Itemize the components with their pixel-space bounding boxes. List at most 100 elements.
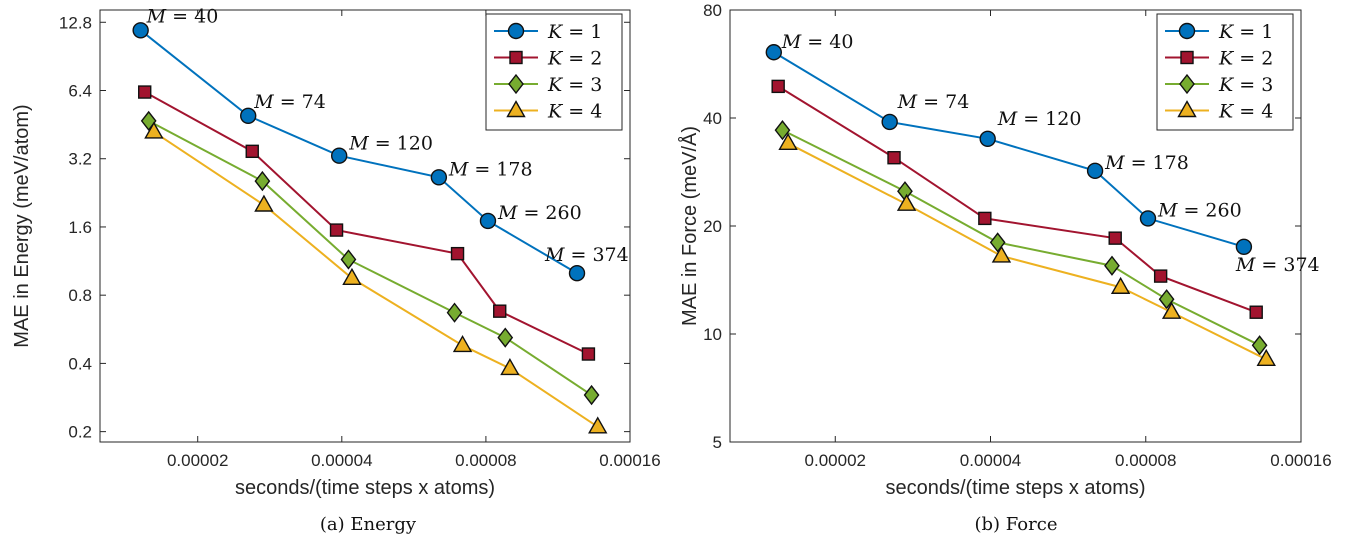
panel-caption: (b) Force xyxy=(975,514,1058,535)
y-axis-label: MAE in Force (meV/Å) xyxy=(678,126,701,326)
force-chart: 0.00002 0.00004 0.00008 0.00016 5 10 20 40 80 sec… xyxy=(678,1,1332,535)
annotation-label: M = 74 xyxy=(253,91,326,113)
data-point-k4 xyxy=(1110,276,1131,294)
data-point-k2 xyxy=(1249,305,1263,319)
series-line-3 xyxy=(782,129,1261,347)
data-point-k2 xyxy=(771,79,785,94)
data-point-k3 xyxy=(1104,255,1120,276)
data-point-k4 xyxy=(144,121,164,139)
data-point-k4 xyxy=(588,416,608,434)
data-point-k3 xyxy=(583,384,600,406)
data-point-k1 xyxy=(240,107,257,124)
legend-entry: K = 4 xyxy=(1218,101,1273,123)
data-point-k3 xyxy=(1251,335,1268,356)
data-point-k1 xyxy=(1086,162,1104,180)
y-tick-label: 0.8 xyxy=(68,286,92,305)
data-point-k3 xyxy=(446,302,463,323)
legend-entry: K = 1 xyxy=(1218,21,1273,43)
x-tick-label: 0.00004 xyxy=(311,451,372,470)
data-point-k3 xyxy=(497,327,514,348)
series-line-2 xyxy=(144,91,589,355)
y-tick-label: 0.2 xyxy=(68,423,92,442)
x-tick-label: 0.00002 xyxy=(167,451,228,470)
annotation-label: M = 260 xyxy=(1157,199,1242,221)
y-tick-label: 5 xyxy=(713,433,722,452)
series-line-4 xyxy=(787,142,1267,361)
data-point-k2 xyxy=(887,151,901,165)
y-tick-label: 0.4 xyxy=(68,354,92,373)
data-point-k4 xyxy=(1161,301,1182,319)
annotation-label: M = 120 xyxy=(348,133,433,155)
y-tick-label: 3.2 xyxy=(68,150,92,169)
y-axis-label: MAE in Energy (meV/atom) xyxy=(11,104,33,347)
legend-marker xyxy=(1179,73,1195,95)
x-tick-label: 0.00016 xyxy=(599,451,660,470)
data-point-k4 xyxy=(778,132,798,151)
legend-entry: K = 4 xyxy=(547,101,602,123)
y-tick-label: 20 xyxy=(703,217,722,236)
data-point-k4 xyxy=(896,193,917,211)
legend-entry: K = 2 xyxy=(547,48,602,70)
data-point-k4 xyxy=(991,245,1012,263)
legend-marker xyxy=(1178,22,1196,40)
data-point-k1 xyxy=(1235,238,1253,256)
x-tick-label: 0.00008 xyxy=(455,451,516,470)
legend-entry: K = 3 xyxy=(1218,74,1273,96)
y-tick-label: 12.8 xyxy=(59,13,92,32)
data-point-k3 xyxy=(340,249,357,270)
annotation-label: M = 178 xyxy=(448,158,533,180)
data-point-k3 xyxy=(1158,289,1175,310)
series-line-1 xyxy=(773,51,1245,248)
x-axis-label: seconds/(time steps x atoms) xyxy=(885,477,1145,499)
legend-marker xyxy=(1177,100,1197,118)
data-point-k1 xyxy=(430,169,448,186)
data-point-k1 xyxy=(479,212,497,230)
annotation-label: M = 40 xyxy=(146,5,219,27)
data-point-k4 xyxy=(452,335,473,353)
data-point-k4 xyxy=(342,267,362,285)
annotation-label: M = 178 xyxy=(1104,152,1189,174)
y-tick-label: 1.6 xyxy=(68,218,92,237)
series-line-2 xyxy=(777,85,1257,314)
annotation-label: M = 74 xyxy=(897,91,970,113)
legend-entry: K = 3 xyxy=(547,74,602,96)
data-point-k4 xyxy=(1256,348,1276,367)
legend-entry: K = 2 xyxy=(1218,48,1273,70)
annotation-label: M = 260 xyxy=(497,202,582,224)
series-line-3 xyxy=(148,120,593,396)
y-tick-label: 40 xyxy=(703,109,722,128)
x-tick-label: 0.00016 xyxy=(1270,451,1331,470)
data-point-k4 xyxy=(254,194,274,212)
annotation-label: M = 374 xyxy=(544,244,629,266)
x-axis-label: seconds/(time steps x atoms) xyxy=(235,477,495,499)
data-point-k2 xyxy=(329,223,344,237)
data-point-k1 xyxy=(330,147,348,164)
data-point-k2 xyxy=(245,144,259,159)
data-point-k2 xyxy=(138,85,152,99)
x-tick-label: 0.00004 xyxy=(960,451,1021,470)
annotation-label: M = 374 xyxy=(1235,254,1320,276)
data-point-k2 xyxy=(978,211,992,226)
data-point-k2 xyxy=(1153,269,1168,283)
data-point-k2 xyxy=(581,347,596,361)
legend-entry: K = 1 xyxy=(547,21,602,43)
annotation-label: M = 120 xyxy=(997,108,1082,130)
data-point-k2 xyxy=(493,304,507,318)
x-tick-label: 0.00008 xyxy=(1115,451,1176,470)
data-point-k1 xyxy=(132,22,149,39)
series-line-1 xyxy=(140,29,578,275)
series-line-4 xyxy=(153,131,599,428)
y-tick-label: 10 xyxy=(703,325,722,344)
panel-caption: (a) Energy xyxy=(320,514,417,535)
legend-marker xyxy=(508,73,524,95)
energy-chart: 0.00002 0.00004 0.00008 0.00016 0.2 0.4 0.8 1.6… xyxy=(11,5,661,535)
y-tick-label: 80 xyxy=(703,1,722,20)
y-tick-label: 6.4 xyxy=(68,82,92,101)
data-point-k2 xyxy=(1108,231,1122,245)
legend-marker xyxy=(509,50,523,65)
legend-marker xyxy=(1180,50,1194,65)
legend-marker xyxy=(506,100,526,118)
data-point-k4 xyxy=(500,358,520,376)
data-point-k1 xyxy=(1139,210,1157,227)
